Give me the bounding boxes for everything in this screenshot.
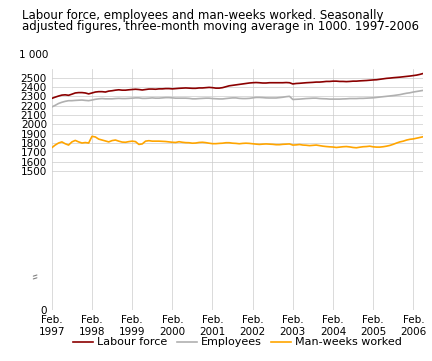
Employees: [317, 96, 322, 101]
Man-weeks worked: [260, 142, 265, 146]
Employees: [337, 97, 342, 101]
Labour force: [407, 74, 413, 78]
Man-weeks worked: [414, 136, 419, 140]
Employees: [180, 96, 185, 100]
Legend: Labour force, Employees, Man-weeks worked: Labour force, Employees, Man-weeks worke…: [69, 333, 407, 352]
Line: Man-weeks worked: Man-weeks worked: [52, 136, 423, 148]
Man-weeks worked: [321, 144, 326, 148]
Employees: [49, 105, 54, 109]
Employees: [421, 88, 426, 92]
Labour force: [257, 81, 262, 85]
Man-weeks worked: [354, 145, 359, 150]
Man-weeks worked: [183, 140, 188, 145]
Man-weeks worked: [421, 135, 426, 139]
Line: Employees: Employees: [52, 90, 423, 107]
Man-weeks worked: [49, 145, 54, 150]
Man-weeks worked: [304, 143, 309, 147]
Text: adjusted figures, three-month moving average in 1000. 1997-2006: adjusted figures, three-month moving ave…: [22, 20, 419, 33]
Labour force: [49, 96, 54, 100]
Labour force: [337, 79, 342, 84]
Line: Labour force: Labour force: [52, 73, 423, 98]
Labour force: [317, 80, 322, 84]
Employees: [300, 97, 305, 101]
Man-weeks worked: [340, 144, 346, 149]
Labour force: [180, 86, 185, 90]
Text: 1 000: 1 000: [19, 50, 48, 60]
Labour force: [300, 81, 305, 85]
Text: Labour force, employees and man-weeks worked. Seasonally: Labour force, employees and man-weeks wo…: [22, 9, 383, 22]
Employees: [407, 91, 413, 95]
Labour force: [421, 71, 426, 75]
Man-weeks worked: [89, 134, 95, 139]
Employees: [257, 95, 262, 100]
